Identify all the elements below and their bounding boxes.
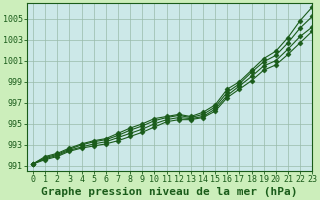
- X-axis label: Graphe pression niveau de la mer (hPa): Graphe pression niveau de la mer (hPa): [41, 187, 298, 197]
